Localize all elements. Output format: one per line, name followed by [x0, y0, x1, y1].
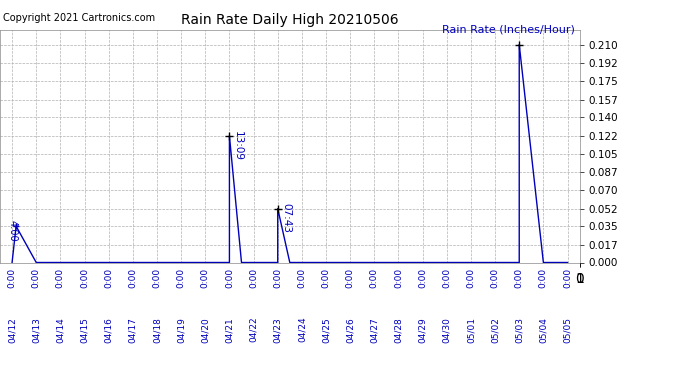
- Text: 04/27: 04/27: [370, 317, 379, 343]
- Text: 04/21: 04/21: [225, 317, 234, 343]
- Text: 0:00: 0:00: [177, 268, 186, 288]
- Text: 0:00: 0:00: [225, 268, 234, 288]
- Text: 04/30: 04/30: [442, 317, 451, 343]
- Text: 04/26: 04/26: [346, 317, 355, 343]
- Text: 05/03: 05/03: [515, 317, 524, 343]
- Text: 0:00: 0:00: [273, 268, 282, 288]
- Text: 0:00: 0:00: [297, 268, 306, 288]
- Text: 0:00: 0:00: [201, 268, 210, 288]
- Text: 0:00: 0:00: [8, 268, 17, 288]
- Text: 0:00: 0:00: [104, 268, 113, 288]
- Text: 04/25: 04/25: [322, 317, 331, 343]
- Text: 13:09: 13:09: [233, 130, 243, 160]
- Text: 04/13: 04/13: [32, 317, 41, 343]
- Text: 05/04: 05/04: [539, 317, 548, 343]
- Text: 0:00: 0:00: [370, 268, 379, 288]
- Text: 0:00: 0:00: [491, 268, 500, 288]
- Text: 05/05: 05/05: [563, 317, 572, 343]
- Text: 07:43: 07:43: [282, 203, 291, 233]
- Text: 0:00: 0:00: [466, 268, 475, 288]
- Text: 04/12: 04/12: [8, 317, 17, 343]
- Title: Rain Rate Daily High 20210506: Rain Rate Daily High 20210506: [181, 13, 399, 27]
- Text: 0:00: 0:00: [322, 268, 331, 288]
- Text: 0:00: 0:00: [563, 268, 572, 288]
- Text: 04/29: 04/29: [418, 317, 427, 343]
- Text: 0:00: 0:00: [346, 268, 355, 288]
- Text: 0:00: 0:00: [80, 268, 89, 288]
- Text: 05/02: 05/02: [491, 317, 500, 343]
- Text: 04/17: 04/17: [128, 317, 137, 343]
- Text: 0:00: 0:00: [515, 268, 524, 288]
- Text: 0:00: 0:00: [539, 268, 548, 288]
- Text: 04/24: 04/24: [297, 317, 306, 342]
- Text: 0:00: 0:00: [418, 268, 427, 288]
- Text: 0:00: 0:00: [56, 268, 65, 288]
- Text: 04/16: 04/16: [104, 317, 113, 343]
- Text: 04/15: 04/15: [80, 317, 89, 343]
- Text: 0:00: 0:00: [32, 268, 41, 288]
- Text: 0:00: 0:00: [249, 268, 258, 288]
- Text: 0:00: 0:00: [442, 268, 451, 288]
- Text: 04/23: 04/23: [273, 317, 282, 343]
- Text: 05/01: 05/01: [466, 317, 475, 343]
- Text: 4:00: 4:00: [8, 220, 17, 242]
- Text: Rain Rate (Inches/Hour): Rain Rate (Inches/Hour): [442, 24, 575, 34]
- Text: 0:00: 0:00: [128, 268, 137, 288]
- Text: 04/28: 04/28: [394, 317, 403, 343]
- Text: 04/19: 04/19: [177, 317, 186, 343]
- Text: 0:00: 0:00: [394, 268, 403, 288]
- Text: Copyright 2021 Cartronics.com: Copyright 2021 Cartronics.com: [3, 13, 155, 23]
- Text: 04/14: 04/14: [56, 317, 65, 343]
- Text: 04/20: 04/20: [201, 317, 210, 343]
- Text: 04/22: 04/22: [249, 317, 258, 342]
- Text: 0:00: 0:00: [152, 268, 161, 288]
- Text: 04/18: 04/18: [152, 317, 161, 343]
